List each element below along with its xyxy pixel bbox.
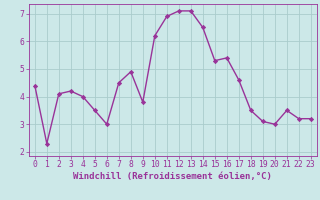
X-axis label: Windchill (Refroidissement éolien,°C): Windchill (Refroidissement éolien,°C) <box>73 172 272 181</box>
